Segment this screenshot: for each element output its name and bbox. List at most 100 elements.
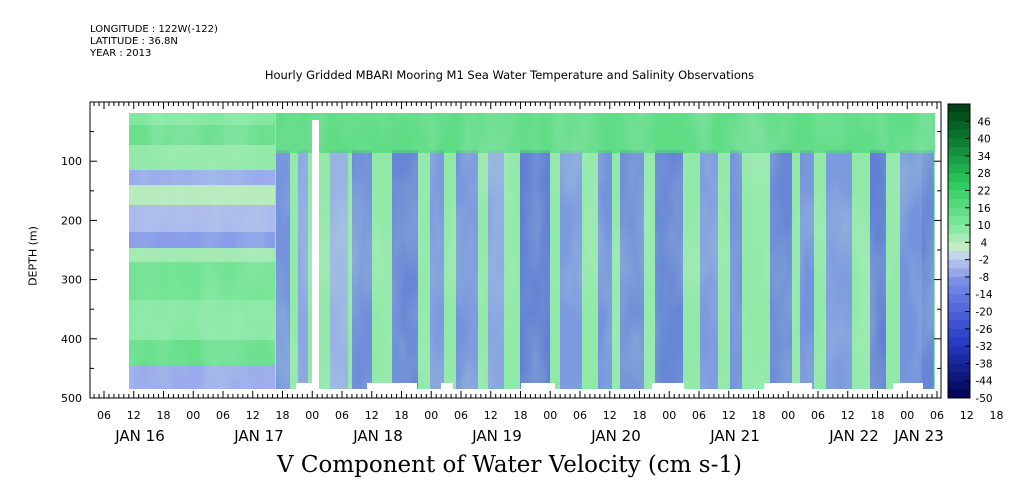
colorbar-bin	[948, 199, 970, 209]
y-tick-label: 400	[61, 333, 82, 346]
colorbar-bin	[948, 311, 970, 321]
colorbar-tick-label: 22	[977, 185, 990, 197]
x-hour-tick-label: 12	[841, 409, 855, 422]
chart-title: Hourly Gridded MBARI Mooring M1 Sea Wate…	[264, 68, 755, 82]
colorbar-bin	[948, 147, 970, 157]
x-hour-tick-label: 06	[454, 409, 468, 422]
colorbar-bin	[948, 320, 970, 330]
x-hour-tick-label: 18	[157, 409, 171, 422]
colorbar-tick-label: -44	[975, 376, 992, 388]
colorbar-tick-label: -32	[975, 341, 992, 353]
colorbar-tick-label: -38	[975, 358, 992, 370]
x-hour-tick-label: 00	[900, 409, 914, 422]
colorbar-bin	[948, 251, 970, 260]
x-hour-tick-label: 18	[395, 409, 409, 422]
x-hour-tick-label: 18	[633, 409, 647, 422]
x-day-label: JAN 21	[709, 427, 760, 445]
colorbar-tick-label: 40	[977, 134, 990, 146]
x-hour-tick-label: 06	[573, 409, 587, 422]
colorbar-tick-label: -8	[979, 272, 989, 284]
colorbar-bin	[948, 354, 970, 364]
colorbar-tick-label: -26	[975, 324, 992, 336]
x-hour-tick-label: 06	[811, 409, 825, 422]
colorbar-bin	[948, 302, 970, 312]
x-hour-tick-label: 06	[930, 409, 944, 422]
x-hour-tick-label: 12	[246, 409, 260, 422]
x-hour-tick-label: 00	[781, 409, 795, 422]
latitude-text: LATITUDE : 36.8N	[90, 36, 178, 47]
x-day-label: JAN 19	[471, 427, 522, 445]
x-hour-tick-label: 12	[960, 409, 974, 422]
y-tick-label: 300	[61, 274, 82, 287]
y-tick-label: 500	[61, 392, 82, 405]
colorbar-bin	[948, 225, 970, 235]
colorbar-bin	[948, 259, 970, 269]
colorbar-bin	[948, 294, 970, 304]
colorbar-bin	[948, 233, 970, 243]
colorbar-bin	[948, 363, 970, 373]
x-day-label: JAN 20	[590, 427, 641, 445]
colorbar-bin	[948, 216, 970, 226]
colorbar-tick-label: 46	[977, 116, 991, 128]
colorbar-tick-label: 10	[977, 220, 990, 232]
y-tick-label: 100	[61, 155, 82, 168]
colorbar-bin	[948, 380, 970, 390]
x-day-label: JAN 23	[893, 427, 944, 445]
colorbar-bin	[948, 138, 970, 148]
colorbar-bin	[948, 129, 970, 139]
heatmap-field	[129, 113, 935, 389]
x-hour-tick-label: 00	[186, 409, 200, 422]
x-hour-tick-label: 00	[305, 409, 319, 422]
colorbar-bin	[948, 372, 970, 382]
x-hour-tick-label: 18	[514, 409, 528, 422]
colorbar-bin	[948, 242, 970, 252]
colorbar-tick-label: 34	[977, 151, 991, 163]
year-text: YEAR : 2013	[90, 48, 152, 59]
x-hour-tick-label: 06	[692, 409, 706, 422]
colorbar-tick-label: -14	[975, 289, 992, 301]
x-day-label: JAN 17	[233, 427, 284, 445]
colorbar-tick-label: 16	[977, 203, 991, 215]
x-hour-tick-label: 06	[216, 409, 230, 422]
colorbar-bin	[948, 155, 970, 165]
x-hour-tick-label: 12	[365, 409, 379, 422]
variable-label: V Component of Water Velocity (cm s-1)	[277, 452, 742, 478]
x-hour-tick-label: 06	[335, 409, 349, 422]
colorbar-bin	[948, 112, 970, 122]
x-hour-tick-label: 12	[603, 409, 617, 422]
x-hour-tick-label: 12	[484, 409, 498, 422]
colorbar-bin	[948, 276, 970, 286]
x-hour-tick-label: 06	[97, 409, 111, 422]
x-day-label: JAN 18	[352, 427, 403, 445]
y-tick-label: 200	[61, 214, 82, 227]
colorbar-tick-label: -20	[975, 307, 992, 319]
colorbar-bin	[948, 389, 970, 399]
colorbar-tick-label: 28	[977, 168, 990, 180]
colorbar-bin	[948, 207, 970, 217]
x-hour-tick-label: 00	[543, 409, 557, 422]
colorbar-bin	[948, 346, 970, 356]
colorbar-bin	[948, 181, 970, 191]
colorbar-bin	[948, 268, 970, 278]
x-hour-tick-label: 18	[871, 409, 885, 422]
colorbar-bin	[948, 285, 970, 295]
x-hour-tick-label: 12	[722, 409, 736, 422]
x-hour-tick-label: 18	[752, 409, 766, 422]
metadata-block: LONGITUDE : 122W(-122) LATITUDE : 36.8N …	[90, 24, 218, 60]
longitude-text: LONGITUDE : 122W(-122)	[90, 24, 218, 35]
colorbar-tick-label: -2	[979, 255, 989, 267]
colorbar-bin	[948, 104, 970, 113]
x-hour-tick-label: 12	[127, 409, 141, 422]
x-day-label: JAN 16	[114, 427, 165, 445]
colorbar-tick-label: 4	[981, 237, 988, 249]
colorbar-bin	[948, 164, 970, 174]
x-hour-tick-label: 00	[662, 409, 676, 422]
colorbar-bin	[948, 190, 970, 200]
colorbar-bin	[948, 337, 970, 347]
colorbar-bin	[948, 328, 970, 338]
x-hour-tick-label: 18	[990, 409, 1004, 422]
x-hour-tick-label: 18	[276, 409, 290, 422]
colorbar-tick-label: -50	[975, 393, 992, 405]
x-day-label: JAN 22	[828, 427, 879, 445]
